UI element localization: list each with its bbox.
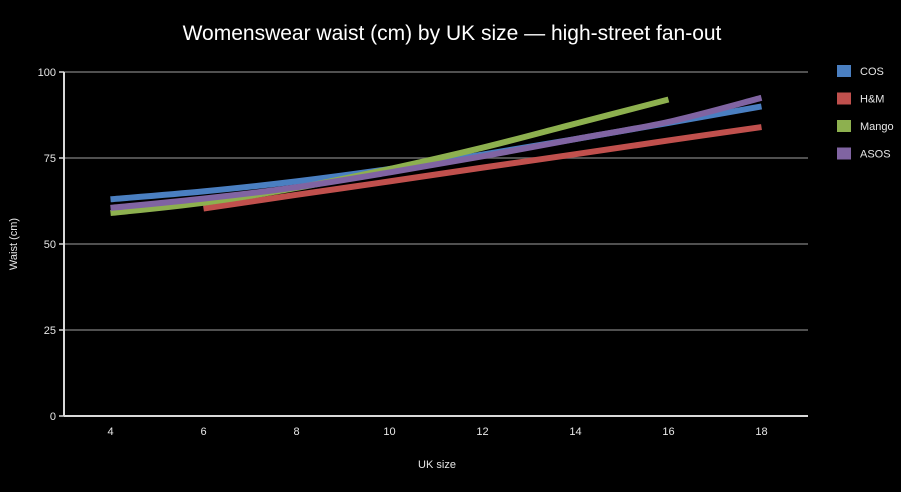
x-tick-label: 12 <box>476 426 488 438</box>
series-line-mango <box>110 96 670 217</box>
x-axis-label: UK size <box>418 459 456 471</box>
legend-swatch-mango <box>837 120 851 132</box>
y-tick-label: 100 <box>38 67 56 79</box>
chart-title: Womenswear waist (cm) by UK size — high-… <box>183 22 722 45</box>
series-lines <box>110 94 763 217</box>
legend-swatch-cos <box>837 65 851 77</box>
y-tick-labels: 0 25 50 75 100 <box>38 67 56 423</box>
legend-label-mango: Mango <box>860 121 894 133</box>
x-tick-label: 8 <box>293 426 299 438</box>
x-tick-label: 4 <box>107 426 113 438</box>
series-line-h-m <box>203 124 762 212</box>
axes <box>59 71 808 417</box>
x-tick-label: 16 <box>662 426 674 438</box>
y-tick-label: 50 <box>44 239 56 251</box>
legend-label-cos: COS <box>860 66 884 78</box>
legend: COS H&M Mango ASOS <box>837 65 894 161</box>
x-tick-label: 10 <box>383 426 395 438</box>
legend-label-asos: ASOS <box>860 149 891 161</box>
legend-swatch-h-m <box>837 92 851 105</box>
series-line-asos <box>110 94 763 211</box>
y-tick-label: 75 <box>44 153 56 165</box>
x-tick-label: 14 <box>569 426 581 438</box>
y-tick-label: 0 <box>50 411 56 423</box>
legend-swatch-asos <box>837 147 851 160</box>
x-tick-label: 18 <box>755 426 767 438</box>
x-tick-label: 6 <box>200 426 206 438</box>
y-axis-label: Waist (cm) <box>8 218 20 270</box>
legend-label-h-m: H&M <box>860 94 884 106</box>
x-tick-labels: 4 6 8 10 12 14 16 18 <box>107 426 767 438</box>
y-tick-label: 25 <box>44 325 56 337</box>
